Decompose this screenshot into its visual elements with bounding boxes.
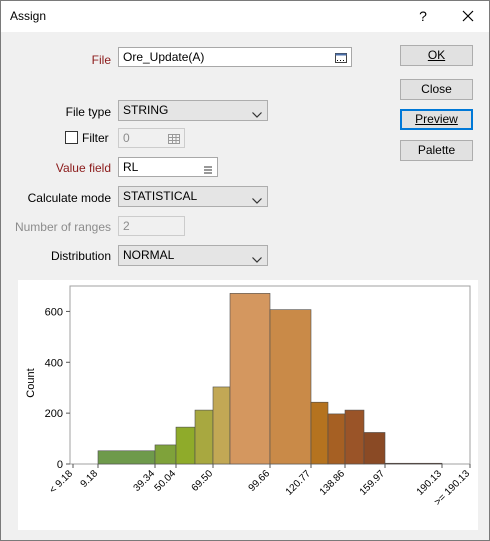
x-tick-label: 69.50	[190, 468, 216, 494]
close-window-icon[interactable]	[453, 1, 483, 32]
x-tick-label: 138.86	[318, 468, 348, 498]
value-field-input[interactable]: RL	[118, 157, 218, 177]
chevron-down-icon	[252, 193, 262, 204]
filter-table-icon[interactable]	[168, 133, 180, 147]
x-tick-label: 99.66	[247, 468, 273, 494]
y-tick-label: 400	[45, 357, 63, 369]
x-tick-label: 50.04	[153, 468, 179, 494]
histogram-bar	[269, 309, 312, 465]
calculate-mode-label: Calculate mode	[27, 191, 111, 205]
histogram-bar	[97, 450, 156, 465]
distribution-select[interactable]: NORMAL	[118, 245, 268, 266]
preview-button-label: Preview	[415, 112, 458, 126]
file-value: Ore_Update(A)	[123, 50, 205, 64]
y-tick-label: 0	[57, 459, 63, 471]
x-tick-label: 159.97	[358, 468, 388, 498]
histogram-bar	[344, 409, 365, 465]
ok-button[interactable]: OK	[400, 45, 473, 66]
x-tick-label: < 9.18	[47, 468, 75, 496]
x-tick-label: 9.18	[79, 468, 101, 490]
calculate-mode-value: STATISTICAL	[123, 189, 198, 203]
browse-icon[interactable]	[335, 52, 347, 66]
value-field-value: RL	[123, 160, 139, 174]
number-of-ranges-value: 2	[123, 219, 130, 233]
file-label: File	[91, 53, 111, 67]
file-type-value: STRING	[123, 103, 169, 117]
chevron-down-icon	[252, 107, 262, 118]
file-type-select[interactable]: STRING	[118, 100, 268, 121]
histogram-bar	[310, 401, 329, 465]
histogram-bar	[154, 444, 177, 465]
close-button[interactable]: Close	[400, 79, 473, 100]
y-axis-label: Count	[25, 368, 37, 397]
y-tick-label: 200	[45, 408, 63, 420]
number-of-ranges-label: Number of ranges	[14, 220, 111, 234]
title-bar: Assign ?	[1, 1, 489, 32]
distribution-value: NORMAL	[123, 248, 175, 262]
number-of-ranges-input[interactable]: 2	[118, 216, 185, 236]
window-title: Assign	[10, 9, 47, 23]
histogram-bar	[327, 413, 346, 465]
file-input[interactable]: Ore_Update(A)	[118, 47, 352, 67]
value-field-label: Value field	[55, 161, 111, 175]
filter-checkbox[interactable]	[65, 131, 78, 144]
x-tick-label: 120.77	[284, 468, 314, 498]
palette-button[interactable]: Palette	[400, 140, 473, 161]
histogram-bar	[363, 432, 386, 465]
list-icon[interactable]	[204, 163, 212, 177]
histogram-panel: 0 200 400 600 Count < 9.18 9.18 39.34 50.04 69.50…	[18, 280, 478, 530]
y-tick-label: 600	[45, 306, 63, 318]
chevron-down-icon	[252, 252, 262, 263]
ok-button-label: OK	[427, 48, 446, 62]
filter-value: 0	[123, 131, 130, 145]
histogram-bar	[194, 409, 214, 465]
help-button[interactable]: ?	[419, 8, 427, 24]
preview-button[interactable]: Preview	[400, 109, 473, 130]
calculate-mode-select[interactable]: STATISTICAL	[118, 186, 268, 207]
filter-label: Filter	[82, 131, 109, 145]
histogram-bar	[229, 293, 271, 465]
filter-input[interactable]: 0	[118, 128, 185, 148]
histogram-bar	[175, 426, 196, 465]
histogram-bar	[384, 462, 443, 465]
x-tick-label: 39.34	[132, 468, 158, 494]
file-type-label: File type	[65, 105, 111, 119]
histogram-bar	[212, 386, 231, 465]
distribution-label: Distribution	[50, 249, 111, 263]
